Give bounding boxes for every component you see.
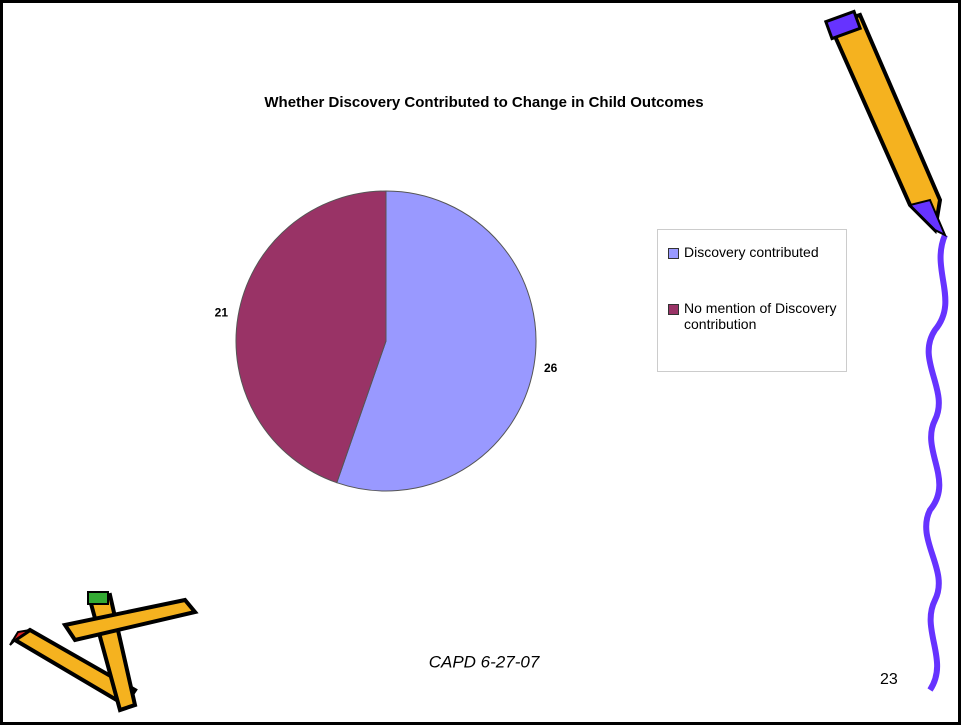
data-label: 21 bbox=[215, 305, 229, 319]
pie-slice bbox=[235, 190, 387, 484]
legend-label: Discovery contributed bbox=[684, 244, 819, 260]
legend: Discovery contributed No mention of Disco… bbox=[657, 229, 847, 372]
legend-swatch bbox=[668, 304, 679, 315]
footer: CAPD 6-27-07 bbox=[429, 652, 540, 671]
legend-swatch bbox=[668, 248, 679, 259]
legend-item: Discovery contributed bbox=[666, 244, 838, 260]
pencils-decor bbox=[9, 591, 199, 713]
pencil-decor bbox=[823, 9, 947, 238]
decor-line bbox=[923, 233, 949, 692]
page-number: 23 bbox=[880, 671, 898, 688]
data-label: 26 bbox=[544, 361, 558, 375]
pie-slice bbox=[336, 190, 537, 492]
legend-label: No mention of Discovery contribution bbox=[684, 300, 837, 332]
chart-title: Whether Discovery Contributed to Change … bbox=[264, 94, 703, 111]
legend-item: No mention of Discovery contribution bbox=[666, 300, 838, 332]
